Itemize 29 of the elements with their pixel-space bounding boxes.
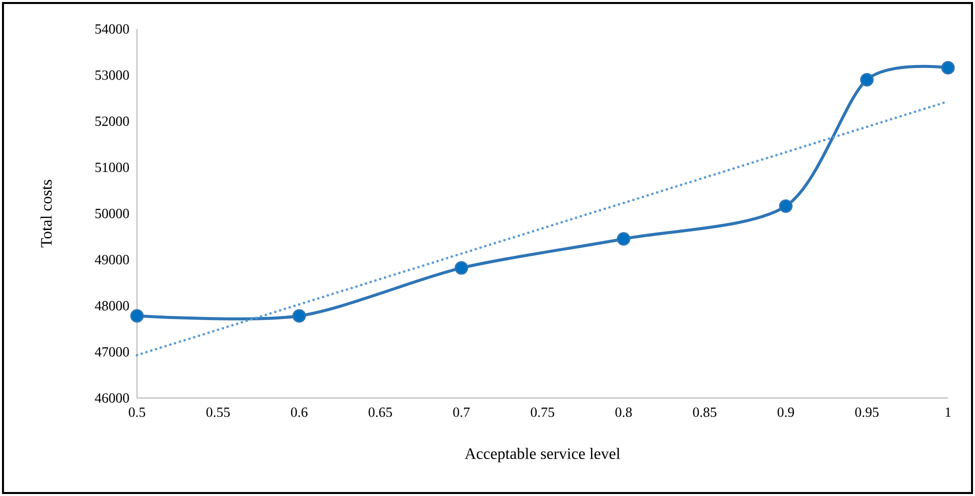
x-tick-label: 0.85	[693, 408, 716, 417]
point	[130, 309, 144, 323]
point	[454, 261, 468, 275]
point	[779, 199, 793, 213]
x-tick-label: 0.9	[778, 408, 794, 417]
y-tick-label: 47000	[94, 347, 129, 357]
point	[292, 309, 306, 323]
y-tick-label: 46000	[94, 393, 129, 403]
y-tick-label: 48000	[94, 301, 129, 310]
y-tick-label: 49000	[94, 254, 129, 264]
x-tick-label: 0.5	[128, 408, 146, 417]
x-tick-label: 1	[946, 408, 951, 417]
point	[616, 232, 630, 246]
y-tick-label: 50000	[95, 208, 129, 218]
x-tick-label: 0.95	[855, 408, 879, 417]
y-tick-label: 51000	[95, 162, 129, 172]
x-axis-title: Acceptable service level	[464, 448, 620, 462]
y-tick-label: 53000	[95, 70, 129, 80]
point	[941, 61, 955, 74]
y-tick-label: 52000	[95, 116, 129, 126]
x-tick-label: 0.75	[530, 408, 554, 417]
x-tick-label: 0.65	[368, 408, 392, 417]
y-tick-label: 54000	[95, 24, 129, 34]
x-tick-label: 0.6	[291, 408, 308, 417]
y-axis-title: Total costs	[40, 180, 52, 248]
x-tick-label: 0.8	[615, 408, 632, 417]
x-tick-label: 0.55	[206, 408, 230, 417]
x-tick-label: 0.7	[453, 408, 470, 417]
point	[860, 72, 874, 86]
